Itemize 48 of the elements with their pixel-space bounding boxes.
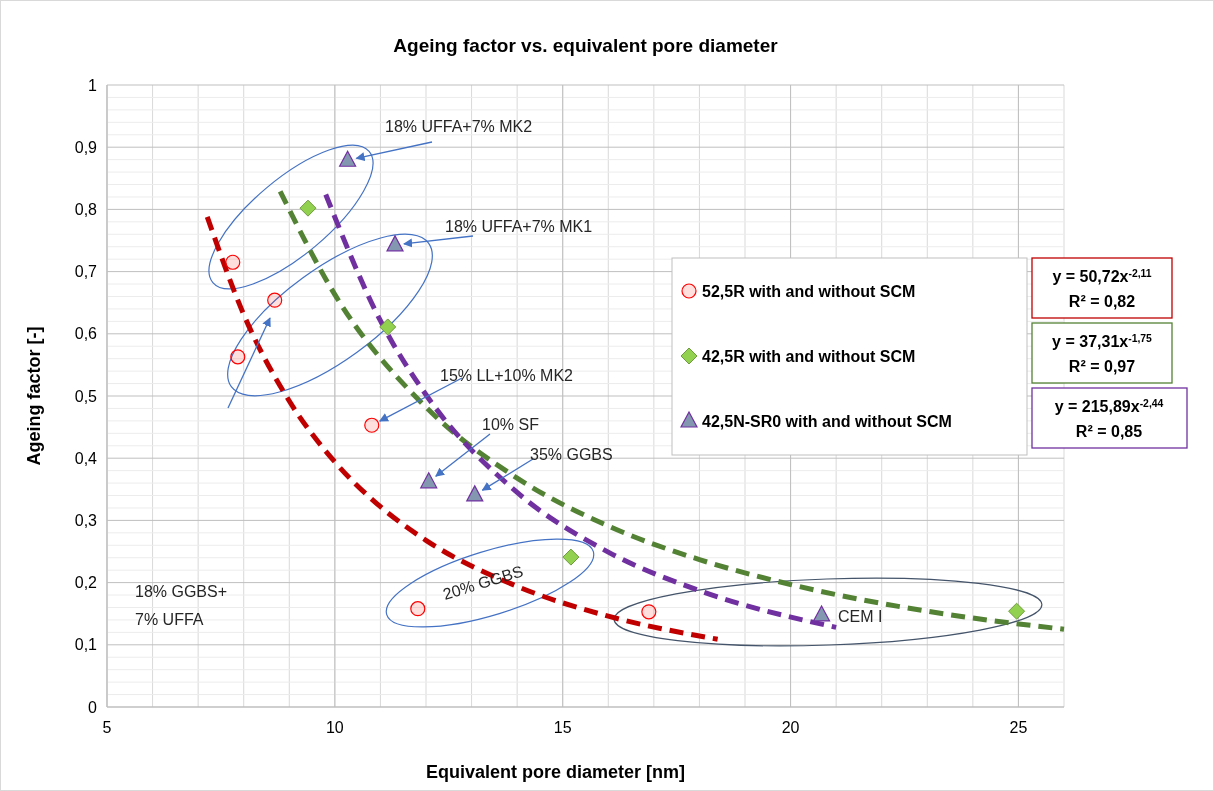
y-tick-label: 0,3 bbox=[74, 512, 98, 529]
point bbox=[562, 548, 580, 566]
annotation: 18% UFFA+7% MK2 bbox=[385, 118, 533, 135]
x-tick-label: 25 bbox=[1009, 719, 1028, 736]
annotation: 18% GGBS+ 7% UFFA bbox=[135, 583, 228, 628]
point bbox=[1008, 602, 1026, 620]
annotation: 20% GGBS bbox=[440, 562, 525, 603]
y-tick-label: 0,7 bbox=[74, 263, 98, 281]
annotation: 18% UFFA+7% MK1 bbox=[445, 218, 593, 235]
y-tick-label: 1 bbox=[88, 76, 98, 94]
text: y = 215,89x$^{-2,44}$ R² = 0,85 bbox=[1054, 397, 1164, 440]
y-tick-label: 0 bbox=[88, 698, 98, 716]
legend-label: 42,5R with and without SCM bbox=[702, 347, 916, 365]
point bbox=[641, 604, 657, 620]
point bbox=[364, 417, 380, 433]
point bbox=[299, 199, 317, 217]
annotation: CEM I bbox=[838, 608, 883, 625]
y-tick-label: 0,6 bbox=[74, 325, 98, 343]
point bbox=[230, 349, 246, 365]
point bbox=[225, 254, 241, 270]
y-tick-label: 0,9 bbox=[74, 138, 98, 156]
annotation: 35% GGBS bbox=[530, 446, 613, 463]
y-tick-label: 0,2 bbox=[74, 574, 98, 592]
y-axis-title: Ageing factor [-] bbox=[24, 326, 44, 466]
x-tick-label: 20 bbox=[781, 719, 800, 736]
point bbox=[267, 292, 283, 308]
x-tick-label: 10 bbox=[325, 719, 344, 736]
x-axis-title: Equivalent pore diameter [nm] bbox=[425, 762, 686, 782]
point bbox=[410, 601, 426, 617]
text: y = 50,72x$^{-2,11}$ R² = 0,82 bbox=[1052, 267, 1152, 310]
text: y = 37,31x$^{-1,75}$ R² = 0,97 bbox=[1052, 332, 1152, 375]
annotation: 15% LL+10% MK2 bbox=[440, 367, 574, 384]
point bbox=[339, 150, 357, 167]
legend-label: 42,5N-SR0 with and without SCM bbox=[702, 412, 952, 430]
point bbox=[379, 318, 397, 336]
annotation: 10% SF bbox=[482, 416, 540, 433]
point bbox=[386, 235, 404, 252]
y-tick-label: 0,4 bbox=[74, 449, 98, 467]
y-tick-label: 0,5 bbox=[74, 387, 98, 405]
y-tick-label: 0,1 bbox=[74, 636, 98, 654]
point bbox=[420, 472, 438, 489]
x-tick-label: 15 bbox=[553, 719, 572, 736]
legend-label: 52,5R with and without SCM bbox=[702, 282, 916, 300]
y-tick-label: 0,8 bbox=[74, 201, 98, 218]
x-tick-label: 5 bbox=[102, 719, 112, 736]
chart-title: Ageing factor vs. equivalent pore diameter bbox=[393, 35, 779, 56]
point bbox=[812, 605, 831, 622]
point bbox=[466, 485, 484, 502]
